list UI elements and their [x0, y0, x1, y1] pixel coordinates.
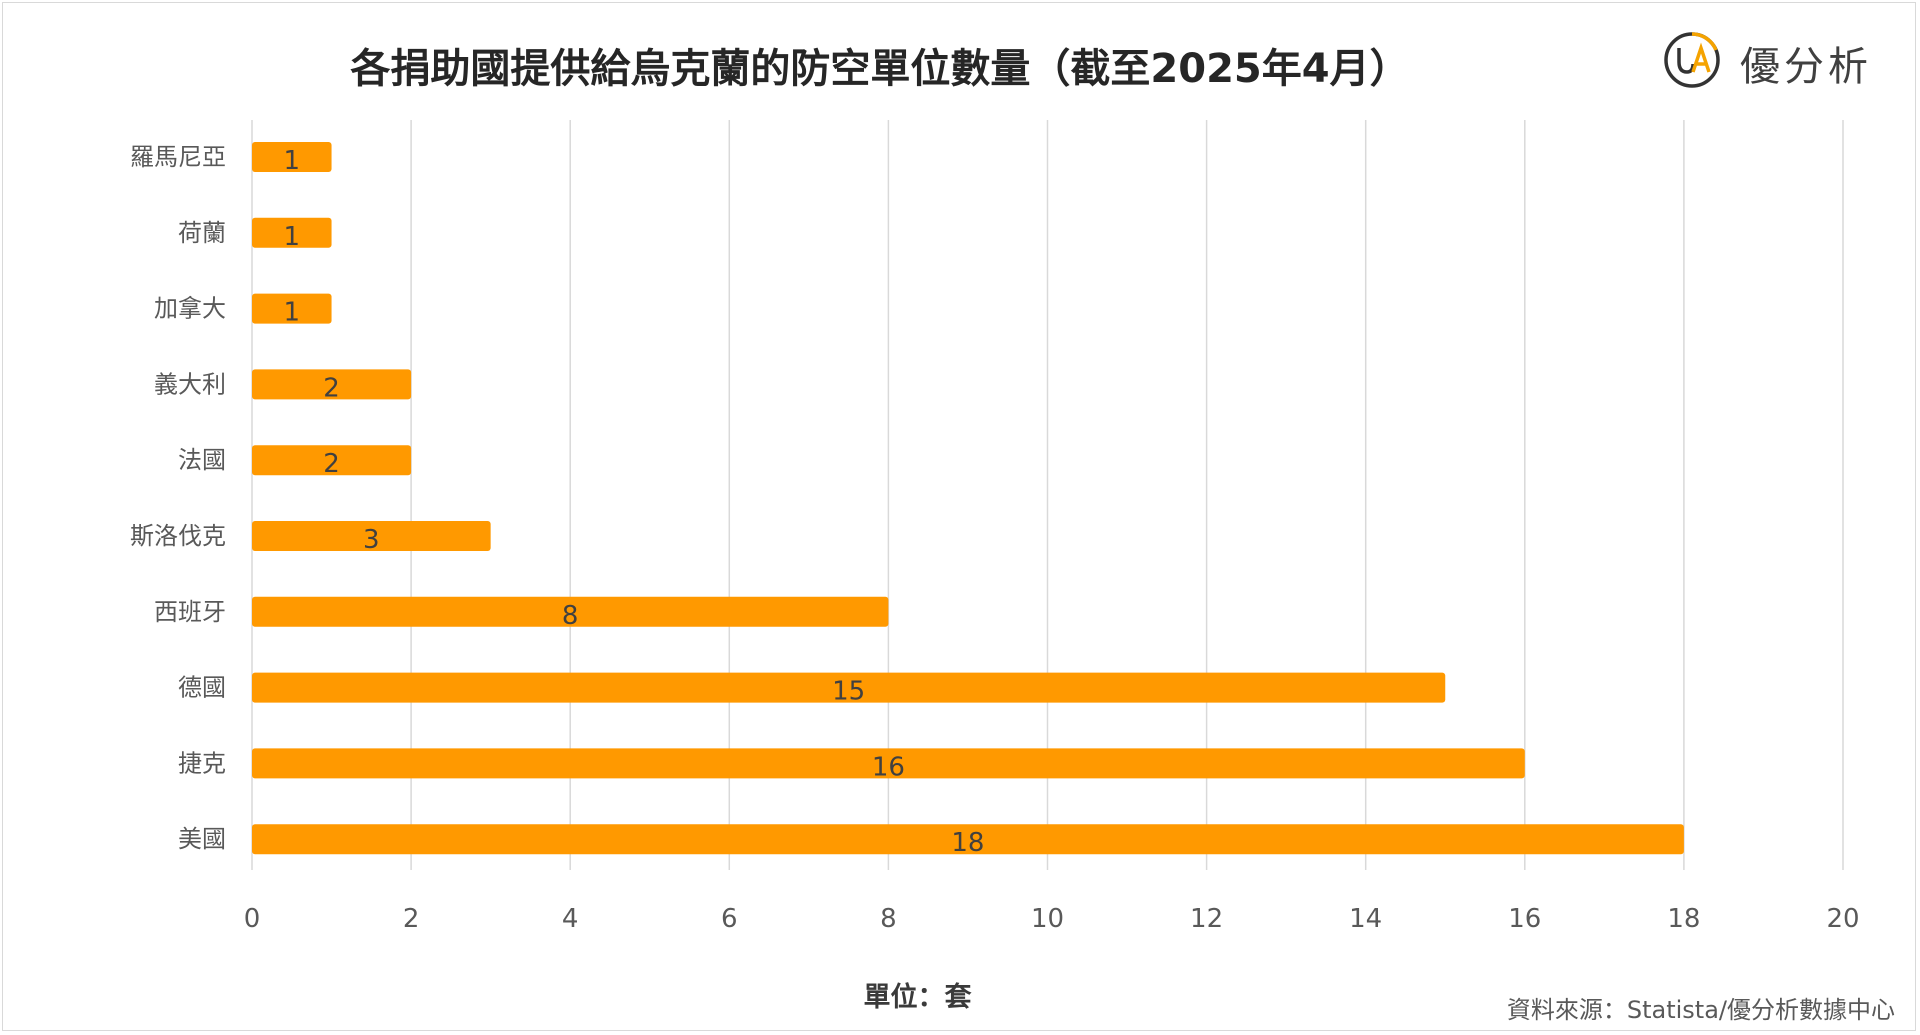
data-label: 1 — [284, 222, 301, 252]
chart-title: 各捐助國提供給烏克蘭的防空單位數量（截至2025年4月） — [350, 46, 1410, 92]
bar-2 — [252, 293, 332, 324]
x-tick-label: 8 — [880, 904, 897, 934]
bar-8 — [252, 748, 1525, 779]
data-label: 8 — [562, 601, 579, 631]
brand-logo: 優分析 — [1662, 30, 1902, 90]
y-tick-label: 美國 — [178, 825, 226, 853]
x-tick-label: 4 — [562, 904, 579, 934]
x-tick-label: 18 — [1667, 904, 1700, 934]
bar-0 — [252, 142, 332, 172]
x-tick-labels: 0 2 4 6 8 10 12 14 16 18 20 — [244, 904, 1860, 934]
y-tick-label: 羅馬尼亞 — [130, 143, 226, 171]
x-axis-label: 單位：套 — [863, 982, 972, 1013]
bar-5 — [252, 521, 491, 551]
data-label: 15 — [832, 677, 865, 707]
y-tick-label: 加拿大 — [154, 295, 226, 323]
y-tick-label: 荷蘭 — [178, 219, 226, 247]
y-tick-label: 義大利 — [154, 370, 226, 398]
gridlines — [251, 120, 1844, 870]
y-tick-label: 捷克 — [178, 749, 226, 777]
y-tick-label: 德國 — [178, 674, 226, 702]
y-tick-label: 法國 — [178, 446, 226, 474]
data-label: 2 — [323, 449, 340, 479]
y-tick-label: 斯洛伐克 — [130, 522, 226, 550]
x-tick-label: 2 — [403, 904, 420, 934]
x-tick-label: 16 — [1508, 904, 1541, 934]
x-tick-label: 6 — [721, 904, 738, 934]
logo-text: 優分析 — [1740, 44, 1872, 90]
data-label: 16 — [872, 752, 905, 782]
x-tick-label: 14 — [1349, 904, 1382, 934]
data-label: 1 — [284, 298, 301, 328]
bar-7 — [252, 672, 1446, 703]
bar-1 — [252, 217, 332, 248]
bar-9 — [252, 824, 1684, 855]
source-note: 資料來源：Statista/優分析數據中心 — [1506, 996, 1895, 1024]
data-label: 1 — [284, 146, 301, 176]
bars — [252, 142, 1684, 855]
x-tick-label: 0 — [244, 904, 261, 934]
data-label: 3 — [363, 525, 380, 555]
y-tick-label: 西班牙 — [154, 598, 226, 626]
data-label: 2 — [323, 373, 340, 403]
bar-6 — [252, 596, 889, 627]
bar-4 — [252, 445, 412, 476]
data-labels: 1 1 1 2 2 3 8 15 16 18 — [284, 146, 985, 858]
bar-3 — [252, 369, 412, 400]
x-tick-label: 10 — [1031, 904, 1064, 934]
data-label: 18 — [951, 828, 984, 858]
x-tick-label: 20 — [1826, 904, 1859, 934]
logo-ua-icon — [1664, 32, 1720, 88]
x-tick-label: 12 — [1190, 904, 1223, 934]
